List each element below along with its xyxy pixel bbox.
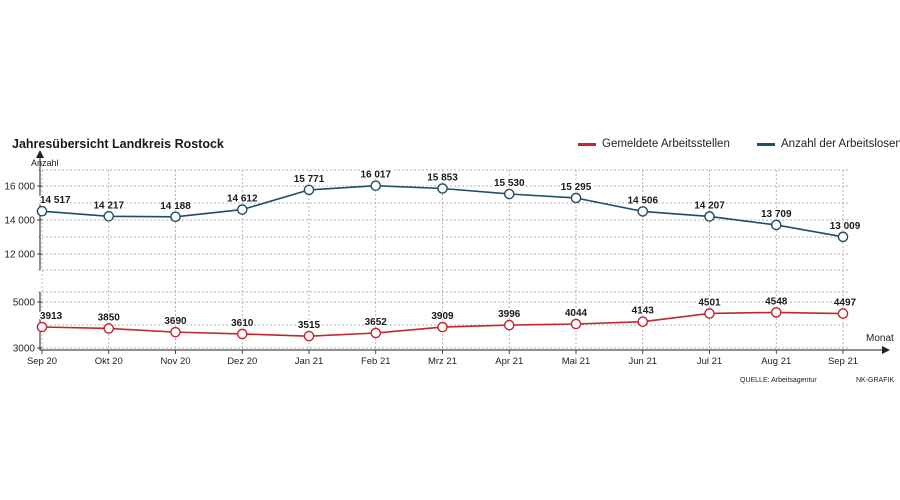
data-point xyxy=(303,184,315,196)
x-tick-label: Jun 21 xyxy=(628,356,657,367)
data-label: 4501 xyxy=(698,297,721,308)
x-tick-label: Nov 20 xyxy=(160,356,190,367)
data-point xyxy=(837,231,849,243)
data-label: 3515 xyxy=(298,320,321,331)
chart-title: Jahresübersicht Landkreis Rostock xyxy=(12,137,224,151)
legend-item-arbeitsstellen: Gemeldete Arbeitsstellen xyxy=(578,138,730,150)
data-point xyxy=(236,328,248,340)
data-point xyxy=(637,316,649,328)
data-point xyxy=(303,330,315,342)
x-tick-label: Mai 21 xyxy=(562,356,591,367)
x-axis-arrow xyxy=(882,346,890,354)
data-label: 14 612 xyxy=(227,194,258,205)
data-label: 15 771 xyxy=(294,174,325,185)
data-label: 14 506 xyxy=(627,195,658,206)
series-layer xyxy=(36,180,849,342)
data-label: 4497 xyxy=(834,298,857,309)
data-label: 14 207 xyxy=(694,200,725,211)
data-point xyxy=(570,192,582,204)
y-tick-label: 5000 xyxy=(13,298,36,309)
x-tick-label: Apr 21 xyxy=(495,356,523,367)
data-point xyxy=(103,323,115,334)
data-label: 3909 xyxy=(431,311,454,322)
data-label: 4548 xyxy=(765,296,788,307)
data-label: 13 709 xyxy=(761,209,792,220)
y-tick-label: 14 000 xyxy=(4,216,35,227)
y-tick-label: 3000 xyxy=(13,344,36,355)
data-label: 15 530 xyxy=(494,178,525,189)
legend-label: Gemeldete Arbeitsstellen xyxy=(602,138,730,150)
legend-item-arbeitslose: Anzahl der Arbeitslosen xyxy=(757,138,900,150)
y-axis-title: Anzahl xyxy=(31,158,59,168)
data-label: 14 217 xyxy=(93,200,124,211)
data-point xyxy=(170,211,181,223)
data-label: 3913 xyxy=(40,311,63,322)
data-point xyxy=(704,211,715,222)
y-tick-label: 16 000 xyxy=(4,182,35,193)
data-label: 16 017 xyxy=(360,170,391,181)
x-tick-label: Okt 20 xyxy=(95,356,123,367)
y-axis-arrow xyxy=(36,150,44,158)
data-point xyxy=(503,319,515,331)
legend-swatch-red xyxy=(578,142,596,146)
x-tick-label: Jan 21 xyxy=(295,356,324,367)
data-point xyxy=(437,183,448,194)
data-point xyxy=(837,308,849,319)
data-point xyxy=(637,206,649,217)
data-point xyxy=(503,188,515,200)
data-label: 14 517 xyxy=(40,195,71,206)
data-label: 3996 xyxy=(498,309,521,320)
data-label: 4044 xyxy=(565,308,588,319)
credit-note: NK-GRAFIK xyxy=(856,377,895,384)
legend-label: Anzahl der Arbeitslosen xyxy=(781,138,900,150)
labels-layer: 14 517 14 217 14 188 14 612 15 771 16 017 15 8… xyxy=(39,168,862,332)
data-point xyxy=(570,318,582,330)
data-label: 15 295 xyxy=(561,182,592,193)
x-tick-label: Jul 21 xyxy=(697,356,722,367)
data-point xyxy=(170,326,181,338)
axes-layer: 12 000 14 000 16 000 3000 5000 Anzahl Monat Sep… xyxy=(4,150,894,367)
data-label: 4143 xyxy=(632,306,655,317)
x-tick-label: Sep 20 xyxy=(27,356,57,367)
y-tick-label: 12 000 xyxy=(4,250,35,261)
source-note: QUELLE: Arbeitsagentur xyxy=(740,377,817,384)
grid-layer xyxy=(38,169,848,351)
data-point xyxy=(370,327,382,339)
data-point xyxy=(437,321,448,333)
data-point xyxy=(770,219,782,231)
data-label: 3690 xyxy=(164,316,187,327)
data-point xyxy=(36,321,48,333)
x-tick-label: Sep 21 xyxy=(828,356,858,367)
data-point xyxy=(36,205,48,217)
data-point xyxy=(704,308,715,319)
data-label: 3610 xyxy=(231,318,254,329)
data-label: 3850 xyxy=(98,312,121,323)
x-tick-label: Dez 20 xyxy=(227,356,257,367)
x-tick-label: Feb 21 xyxy=(361,356,391,367)
legend-swatch-blue xyxy=(757,142,775,146)
x-tick-label: Aug 21 xyxy=(761,356,791,367)
data-label: 15 853 xyxy=(427,172,458,183)
data-label: 13 009 xyxy=(830,221,861,232)
data-point xyxy=(770,307,782,318)
data-point xyxy=(370,180,382,192)
x-axis-title: Monat xyxy=(866,333,894,344)
x-tick-label: Mrz 21 xyxy=(428,356,457,367)
data-label: 14 188 xyxy=(160,201,191,212)
data-point xyxy=(236,204,248,215)
data-point xyxy=(103,211,115,222)
data-label: 3652 xyxy=(365,317,388,328)
